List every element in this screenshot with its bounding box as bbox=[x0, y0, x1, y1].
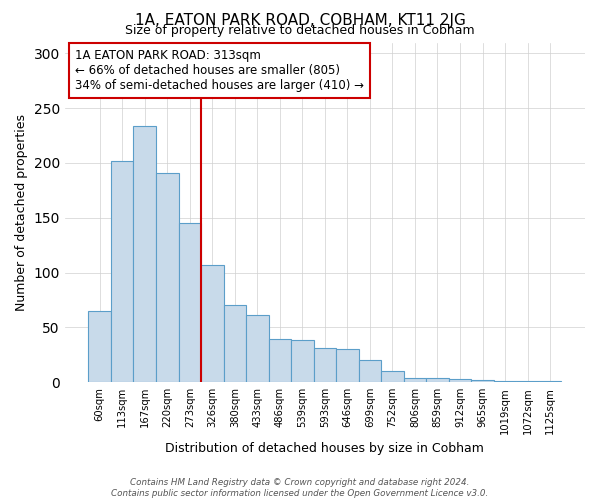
Bar bbox=[381, 371, 404, 382]
Bar bbox=[336, 349, 359, 382]
Bar bbox=[179, 223, 201, 382]
Bar bbox=[133, 126, 156, 382]
Text: Size of property relative to detached houses in Cobham: Size of property relative to detached ho… bbox=[125, 24, 475, 37]
Bar bbox=[88, 311, 111, 382]
Bar bbox=[201, 265, 224, 382]
Text: 1A, EATON PARK ROAD, COBHAM, KT11 2JG: 1A, EATON PARK ROAD, COBHAM, KT11 2JG bbox=[134, 12, 466, 28]
Bar bbox=[539, 381, 562, 382]
Bar bbox=[359, 360, 381, 382]
Text: 1A EATON PARK ROAD: 313sqm
← 66% of detached houses are smaller (805)
34% of sem: 1A EATON PARK ROAD: 313sqm ← 66% of deta… bbox=[75, 50, 364, 92]
Bar bbox=[517, 381, 539, 382]
Bar bbox=[471, 380, 494, 382]
Bar bbox=[156, 173, 179, 382]
Y-axis label: Number of detached properties: Number of detached properties bbox=[15, 114, 28, 311]
X-axis label: Distribution of detached houses by size in Cobham: Distribution of detached houses by size … bbox=[166, 442, 484, 455]
Bar bbox=[224, 306, 246, 382]
Bar bbox=[426, 378, 449, 382]
Bar bbox=[314, 348, 336, 382]
Bar bbox=[111, 161, 133, 382]
Bar bbox=[269, 340, 291, 382]
Text: Contains HM Land Registry data © Crown copyright and database right 2024.
Contai: Contains HM Land Registry data © Crown c… bbox=[112, 478, 488, 498]
Bar bbox=[404, 378, 426, 382]
Bar bbox=[449, 379, 471, 382]
Bar bbox=[494, 381, 517, 382]
Bar bbox=[246, 315, 269, 382]
Bar bbox=[291, 340, 314, 382]
